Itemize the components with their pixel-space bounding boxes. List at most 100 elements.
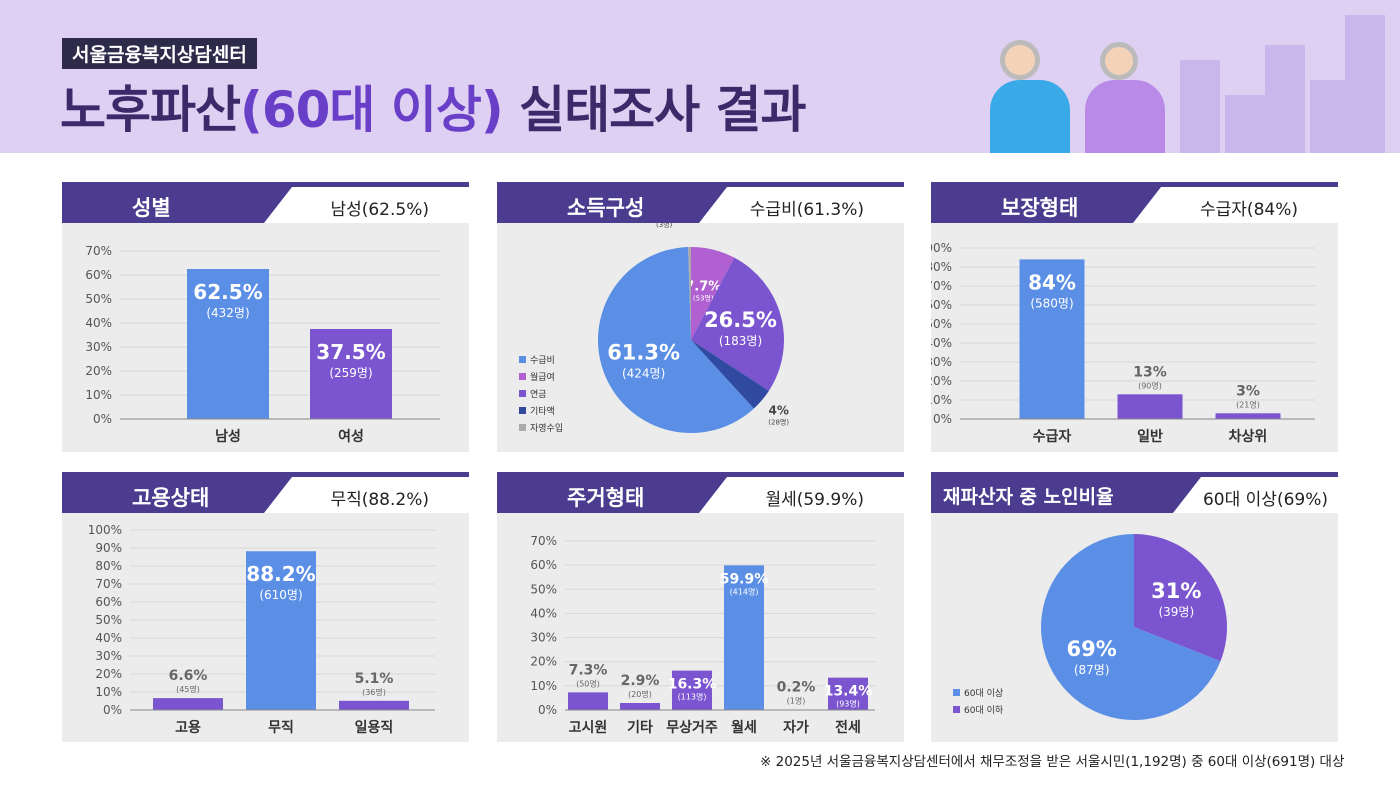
panel-title: 보장형태 — [931, 187, 1161, 223]
y-tick-label: 90% — [931, 241, 952, 255]
data-label: 7.7% — [685, 279, 721, 294]
footnote: ※ 2025년 서울금융복지상담센터에서 채무조정을 받은 서울시민(1,192… — [760, 754, 1345, 770]
panel-title: 고용상태 — [62, 477, 292, 513]
legend-label: 수급비 — [530, 355, 555, 366]
x-category-label: 전세 — [835, 719, 861, 736]
data-label: 37.5% — [316, 340, 385, 364]
count-label: (432명) — [206, 306, 249, 320]
count-label: (113명) — [678, 692, 707, 702]
y-tick-label: 0% — [933, 412, 952, 426]
pie-slice-수급비 — [598, 247, 754, 433]
data-label: 13% — [1133, 364, 1167, 380]
y-tick-label: 10% — [95, 685, 122, 699]
legend-swatch — [519, 407, 526, 414]
count-label: (424명) — [622, 366, 665, 380]
count-label: (53명) — [693, 293, 714, 302]
elderly-man-illustration — [1000, 40, 1040, 80]
data-label: 31% — [1151, 579, 1201, 603]
count-label: (87명) — [1074, 663, 1110, 677]
panel-summary: 60대 이상(69%) — [1202, 490, 1328, 510]
building-illustration — [1345, 15, 1385, 153]
pie-slice-자영수입 — [688, 247, 691, 340]
header-banner: 서울금융복지상담센터 노후파산(60대 이상) 실태조사 결과 — [0, 0, 1400, 153]
data-label: 59.9% — [720, 571, 769, 587]
count-label: (1명) — [787, 696, 806, 706]
y-tick-label: 40% — [931, 336, 952, 350]
data-label: 26.5% — [704, 308, 777, 332]
legend-label: 60대 이하 — [964, 705, 1004, 716]
legend-label: 자영수입 — [530, 422, 563, 434]
y-tick-label: 30% — [95, 649, 122, 663]
y-tick-label: 20% — [931, 374, 952, 388]
panel-protection: 보장형태 수급자(84%) 0% 10% 20% 30% 40% 50% 60% 70% 80% 90… — [931, 182, 1338, 452]
count-label: (610명) — [259, 588, 302, 602]
data-label: 13.4% — [824, 684, 873, 700]
data-label: 88.2% — [246, 562, 315, 586]
bar-무상거주 — [672, 670, 712, 710]
x-category-label: 차상위 — [1229, 429, 1268, 445]
panel-elderly: 재파산자 중 노인비율 60대 이상(69%) 31% (39명) 69% (87명) 60… — [931, 472, 1338, 742]
y-tick-label: 0% — [538, 703, 557, 717]
y-tick-label: 0% — [103, 703, 122, 717]
y-tick-label: 80% — [931, 260, 952, 274]
data-label: 2.9% — [621, 673, 660, 689]
legend-label: 기타액 — [530, 405, 555, 417]
y-tick-label: 60% — [95, 595, 122, 609]
count-label: (39명) — [1158, 605, 1194, 619]
x-category-label: 일반 — [1137, 428, 1163, 445]
bar-기타 — [620, 702, 660, 710]
x-category-label: 자가 — [783, 720, 809, 736]
panel-summary: 무직(88.2%) — [330, 490, 429, 510]
y-tick-label: 40% — [85, 316, 112, 330]
x-category-label: 무직 — [268, 719, 294, 736]
y-tick-label: 60% — [530, 558, 557, 572]
org-label: 서울금융복지상담센터 — [62, 38, 257, 69]
panel-title: 재파산자 중 노인비율 — [931, 477, 1201, 513]
x-category-label: 수급자 — [1033, 429, 1072, 445]
pie-slice-기타액 — [691, 340, 769, 409]
count-label: (183명) — [719, 334, 762, 348]
y-tick-label: 60% — [85, 268, 112, 282]
panel-title: 소득구성 — [497, 187, 727, 223]
data-label: 7.3% — [569, 662, 608, 678]
legend-label: 60대 이상 — [964, 688, 1003, 699]
bar-무직 — [246, 551, 316, 710]
bar-남성 — [187, 269, 269, 419]
title-main: 노후파산 — [60, 81, 241, 139]
count-label: (580명) — [1030, 296, 1073, 310]
bar-수급자 — [1019, 259, 1085, 419]
legend-swatch — [519, 424, 526, 431]
elderly-woman-body — [1085, 80, 1165, 153]
count-label: (50명) — [576, 678, 600, 688]
count-label: (20명) — [628, 689, 652, 699]
y-tick-label: 30% — [931, 355, 952, 369]
legend-swatch — [953, 689, 960, 696]
title-age: (60대 이상) — [240, 81, 504, 139]
panel-employment: 고용상태 무직(88.2%) 0% 10% 20% 30% 40% 50% 60% 70% 80% 9… — [62, 472, 469, 742]
page-title: 노후파산(60대 이상) 실태조사 결과 — [60, 70, 807, 142]
panel-summary: 남성(62.5%) — [330, 200, 429, 220]
x-category-label: 무상거주 — [666, 720, 718, 736]
count-label: (259명) — [329, 366, 372, 380]
employment-chart: 0% 10% 20% 30% 40% 50% 60% 70% 80% 90% 100% 6.6%(45… — [88, 523, 435, 736]
panel-housing: 주거형태 월세(59.9%) 0% 10% 20% 30% 40% 50% 60% 70% 7.3%… — [497, 472, 904, 742]
bar-차상위 — [1215, 413, 1281, 419]
housing-chart: 0%10%20%30%40%50%60%70%7.3%(50명)고시원2.9%(… — [530, 534, 875, 736]
y-tick-label: 30% — [530, 631, 557, 645]
elderly-chart: 31% (39명) 69% (87명) 60대 이상 60대 이하 — [953, 534, 1227, 720]
count-label: (36명) — [362, 687, 386, 697]
protection-chart: 0% 10% 20% 30% 40% 50% 60% 70% 80% 90% 84% (580명) 수급… — [931, 241, 1315, 445]
count-label: (45명) — [176, 684, 200, 694]
y-tick-label: 70% — [530, 534, 557, 548]
legend-label: 월급여 — [530, 371, 555, 383]
count-label: (21명) — [1236, 399, 1260, 409]
y-tick-label: 50% — [530, 582, 557, 596]
y-tick-label: 0% — [93, 412, 112, 426]
pie-slice-월급여 — [691, 247, 735, 340]
y-tick-label: 40% — [530, 606, 557, 620]
legend-swatch — [519, 356, 526, 363]
data-label: 5.1% — [355, 671, 394, 687]
building-illustration — [1265, 45, 1305, 153]
x-category-label: 남성 — [215, 428, 241, 445]
bar-일반 — [1117, 394, 1183, 419]
